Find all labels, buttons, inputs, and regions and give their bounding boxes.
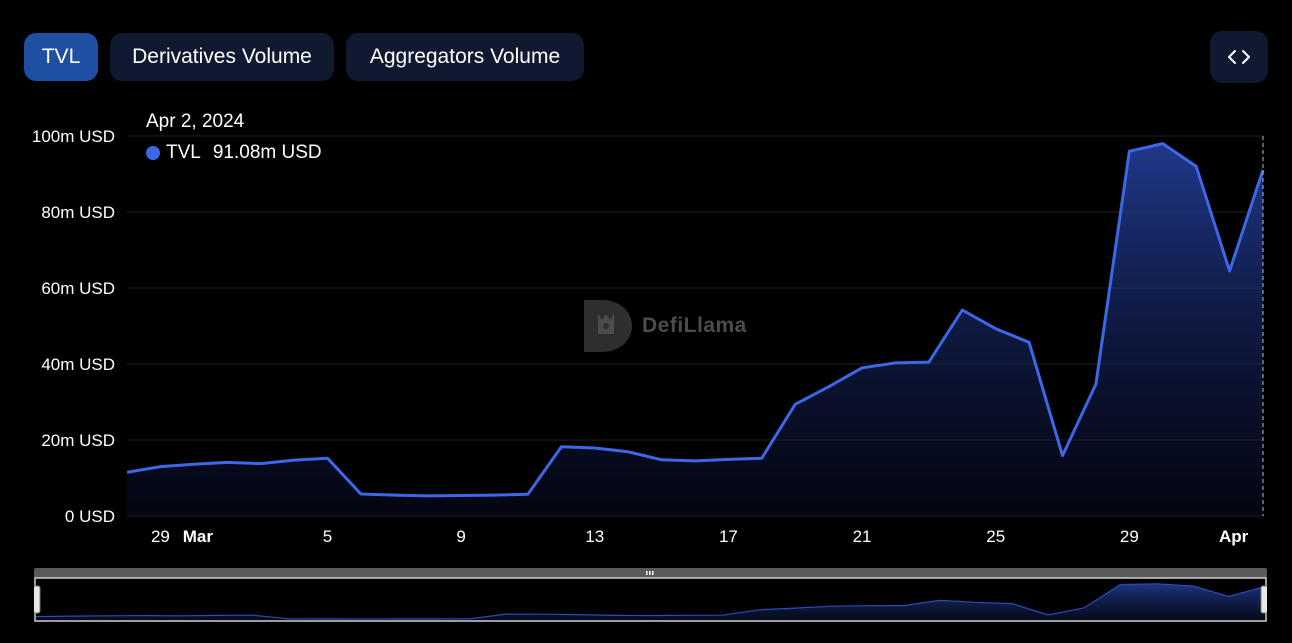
data-point[interactable] [956,304,968,316]
x-tick-label: 9 [456,527,465,546]
slider-preview-line [35,583,1266,620]
data-point[interactable] [555,441,567,453]
tooltip-value: 91.08m USD [212,142,322,163]
y-tick-label: 60m USD [41,279,115,298]
data-point[interactable] [856,362,868,374]
data-point[interactable] [990,323,1002,335]
y-tick-label: 40m USD [41,355,115,374]
data-point[interactable] [121,466,133,478]
data-point[interactable] [1157,138,1169,150]
data-point[interactable] [622,446,634,458]
x-axis: 29 Mar 5 9 13 17 21 25 29 Apr [151,527,1249,546]
data-point[interactable] [923,356,935,368]
y-tick-label: 0 USD [65,507,115,526]
tvl-series-dot [146,146,160,160]
data-point[interactable] [321,452,333,464]
defillama-watermark: DefiLlama [580,296,747,356]
data-point[interactable] [789,398,801,410]
tab-derivatives-volume[interactable]: Derivatives Volume [110,33,334,81]
data-point[interactable] [722,453,734,465]
tvl-area [127,143,1263,516]
tooltip-row: TVL 91.08m USD [146,142,322,164]
data-point[interactable] [455,489,467,501]
data-point[interactable] [255,458,267,470]
slider-handle-left[interactable] [34,585,41,614]
x-tick-label: 5 [323,527,332,546]
data-point[interactable] [154,461,166,473]
tab-aggregators-volume[interactable]: Aggregators Volume [346,33,584,81]
x-tick-label: 29 [151,527,170,546]
x-tick-label: Apr [1219,527,1249,546]
data-point[interactable] [355,488,367,500]
watermark-text: DefiLlama [642,314,747,337]
data-point[interactable] [1057,450,1069,462]
data-point[interactable] [823,381,835,393]
code-brackets-icon [1228,50,1250,64]
grid-lines [127,135,1263,517]
data-point[interactable] [889,357,901,369]
y-tick-label: 80m USD [41,203,115,222]
llama-logo-icon [584,300,632,352]
slider-grip-icon [646,571,654,575]
x-tick-label: Mar [183,527,214,546]
data-point[interactable] [1224,265,1236,277]
data-point[interactable] [589,442,601,454]
data-point[interactable] [489,489,501,501]
range-slider[interactable] [34,568,1267,622]
tvl-line [126,142,1265,498]
data-point[interactable] [188,458,200,470]
slider-preview-area [36,583,1265,621]
tab-tvl[interactable]: TVL [24,33,98,81]
y-tick-label: 20m USD [41,431,115,450]
data-point[interactable] [1190,160,1202,172]
data-point[interactable] [1023,336,1035,348]
x-tick-label: 21 [853,527,872,546]
slider-handle-right[interactable] [1260,585,1267,614]
y-axis: 0 USD 20m USD 40m USD 60m USD 80m USD 100m US… [32,127,115,526]
data-point[interactable] [656,454,668,466]
data-point[interactable] [388,489,400,501]
data-point[interactable] [1090,378,1102,390]
data-point[interactable] [689,455,701,467]
data-point[interactable] [288,454,300,466]
x-tick-label: 13 [585,527,604,546]
data-point[interactable] [522,488,534,500]
x-tick-label: 25 [986,527,1005,546]
x-tick-label: 17 [719,527,738,546]
tooltip-series-name: TVL [166,142,201,163]
y-tick-label: 100m USD [32,127,115,146]
x-tick-label: 29 [1120,527,1139,546]
data-point[interactable] [1123,145,1135,157]
embed-button[interactable] [1210,31,1268,83]
data-point[interactable] [756,452,768,464]
tooltip-date: Apr 2, 2024 [146,111,245,132]
data-point[interactable] [1257,164,1269,176]
data-point[interactable] [221,456,233,468]
data-point[interactable] [422,490,434,502]
